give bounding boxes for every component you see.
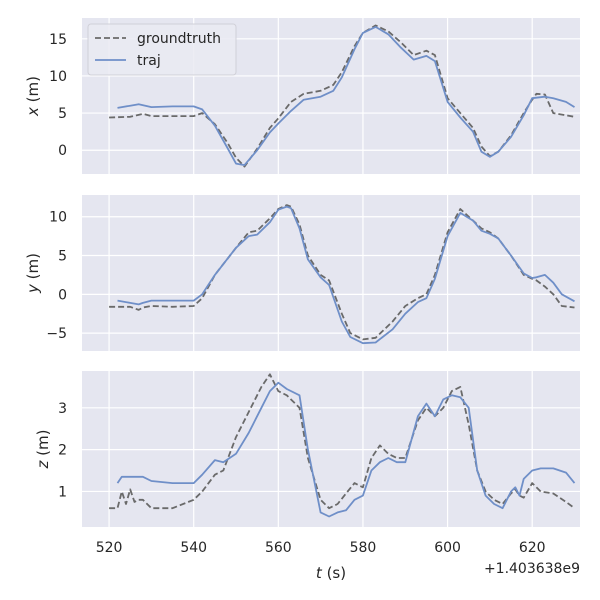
subplot-y-ytick-label: 10 <box>49 210 67 226</box>
legend-box <box>87 23 237 76</box>
subplot-z-ytick-label: 3 <box>58 401 67 417</box>
legend: groundtruth traj <box>87 23 237 76</box>
subplot-x-ylabel: x (m) <box>24 76 42 117</box>
subplot-y-ylabel: y (m) <box>24 253 42 294</box>
subplot-y: −5 0 5 10 y (m) <box>24 195 580 351</box>
subplot-x-ytick-label: 0 <box>58 143 67 159</box>
legend-traj-label: traj <box>137 53 161 69</box>
legend-groundtruth-label: groundtruth <box>137 31 221 47</box>
subplot-y-ytick-label: 5 <box>58 249 67 265</box>
subplot-y-grid <box>82 195 580 351</box>
subplot-y-groundtruth-line <box>109 204 575 341</box>
subplot-x: 0 5 10 15 x (m) groundtruth traj <box>24 18 580 174</box>
subplot-y-ytick-label: 0 <box>58 287 67 303</box>
subplot-z-ylabel: z (m) <box>34 430 52 470</box>
x-axis-offset-label: +1.403638e9 <box>484 561 580 577</box>
subplot-x-lines <box>109 24 575 168</box>
subplot-y-traj-line <box>117 205 575 345</box>
subplot-y-lines <box>109 204 575 345</box>
subplot-y-ticks: −5 0 5 10 <box>46 210 67 342</box>
subplot-z-grid <box>82 371 580 527</box>
xtick-label: 600 <box>434 540 461 556</box>
subplot-y-panel <box>82 195 580 351</box>
subplot-z-traj-line <box>116 381 576 518</box>
xtick-label: 540 <box>180 540 207 556</box>
subplot-z-ytick-label: 1 <box>58 484 67 500</box>
subplot-x-grid <box>82 18 580 174</box>
subplot-z-ytick-label: 2 <box>58 443 67 459</box>
subplot-y-ytick-label: −5 <box>46 326 67 342</box>
subplot-z-groundtruth-line <box>109 373 576 510</box>
xtick-label: 620 <box>519 540 546 556</box>
subplot-x-ytick-label: 5 <box>58 106 67 122</box>
xtick-label: 580 <box>350 540 377 556</box>
subplot-x-traj-line <box>117 25 575 167</box>
x-axis-label: t (s) <box>316 564 346 582</box>
subplot-z-lines <box>109 373 576 518</box>
subplot-x-ytick-label: 10 <box>49 69 67 85</box>
subplot-z-ticks: 1 2 3 520 540 560 580 600 620 <box>58 401 545 556</box>
xtick-label: 520 <box>96 540 123 556</box>
subplot-z: 1 2 3 520 540 560 580 600 620 z (m) t (s) +1.403… <box>34 371 580 582</box>
subplot-x-ytick-label: 15 <box>49 32 67 48</box>
xtick-label: 560 <box>265 540 292 556</box>
subplot-x-ticks: 0 5 10 15 <box>49 32 67 159</box>
